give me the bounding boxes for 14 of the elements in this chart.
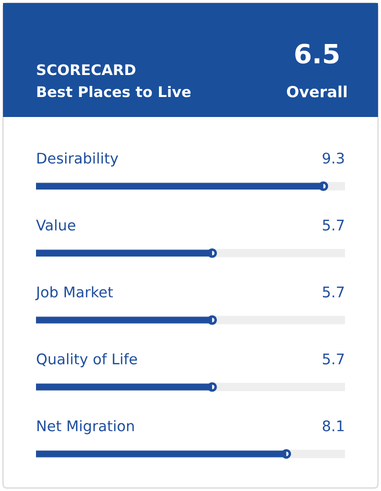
- y-tick-label: Value: [36, 219, 76, 231]
- data-label: 5.7: [322, 220, 344, 231]
- y-tick-label: Quality of Life: [36, 353, 137, 368]
- data-label: 5.7: [322, 286, 344, 298]
- y-tick-label: Net Migration: [37, 420, 134, 434]
- data-label: 8.1: [322, 420, 344, 432]
- chart-title: SCORECARD: [37, 64, 136, 76]
- text: 6.5: [295, 44, 339, 64]
- text: Overall: [286, 86, 347, 98]
- y-tick-label: Job Market: [35, 286, 113, 300]
- data-label: 9.3: [322, 152, 344, 164]
- y-tick-label: Desirability: [37, 152, 118, 166]
- chart-subtitle: Best Places to Live: [37, 86, 191, 98]
- data-label: 5.7: [322, 354, 344, 364]
